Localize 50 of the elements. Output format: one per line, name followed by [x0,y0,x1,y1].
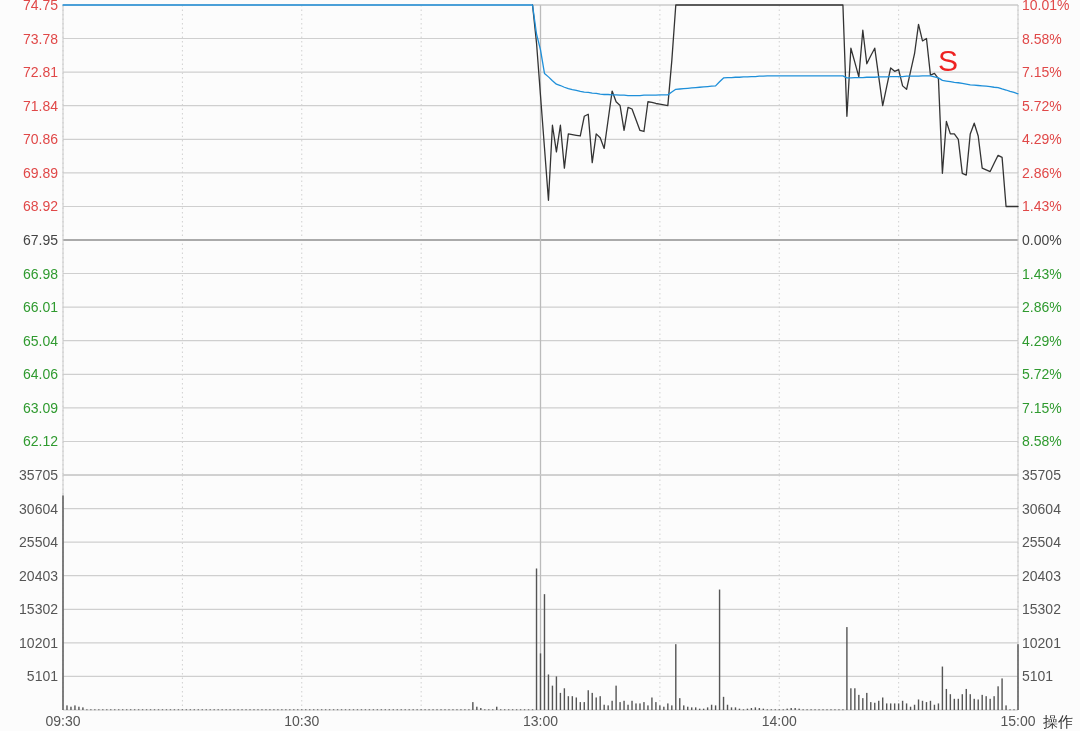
y2-tick-label: 35705 [1022,467,1062,483]
y-tick-label: 20403 [19,567,59,584]
y-tick-label: 70.86 [22,131,59,148]
y-tick-label: 25504 [19,534,59,551]
x-tick-label: 15:00 [1000,713,1036,729]
y2-tick-label: 4.29% [1022,131,1062,148]
y-tick-label: 66.01 [22,299,59,316]
y2-tick-label: 4.29% [1022,332,1062,349]
x-tick-label: 13:00 [522,713,559,729]
y-tick-label: 63.09 [22,399,59,416]
y-tick-label: 15302 [19,601,59,618]
y2-tick-label: 5.72% [1022,366,1062,383]
y-tick-label: 73.78 [22,30,59,47]
y2-tick-label: 8.58% [1022,433,1062,450]
y-tick-label: 69.89 [22,164,59,181]
y2-tick-label: 15302 [1022,601,1062,618]
y-tick-label: 68.92 [22,198,59,215]
y2-tick-label: 2.86% [1022,164,1062,181]
y-tick-label: 62.12 [22,433,59,450]
y2-tick-label: 2.86% [1022,299,1062,316]
y-tick-label: 67.95 [22,232,59,248]
y2-tick-label: 7.15% [1022,399,1062,416]
y2-tick-label: 25504 [1022,534,1062,551]
y2-tick-label: 0.00% [1022,232,1062,248]
y-tick-label: 72.81 [22,64,59,81]
y2-tick-label: 10201 [1022,634,1062,651]
y2-tick-label: 5101 [1022,668,1054,685]
x-tick-label: 10:30 [284,713,320,729]
y2-tick-label: 1.43% [1022,265,1062,282]
y2-tick-label: 20403 [1022,567,1062,584]
x-tick-label: 14:00 [761,713,797,729]
line-series [531,4,1019,208]
y2-tick-label: 5.72% [1022,97,1062,114]
y-tick-label: 64.06 [22,366,59,383]
y-tick-label: 35705 [19,467,59,483]
y2-tick-label: 8.58% [1022,30,1062,47]
y2-tick-label: 1.43% [1022,198,1062,215]
y2-tick-label: 30604 [1022,500,1062,517]
text: 操作 [1043,713,1073,730]
x-tick-label: 09:30 [45,713,81,729]
y-tick-label: 74.75 [22,0,59,13]
y-tick-label: 71.84 [22,97,59,114]
y-tick-label: 10201 [19,634,59,651]
y2-tick-label: 10.01% [1022,0,1070,13]
annotation: S [938,44,959,77]
y-tick-label: 5101 [26,668,59,685]
y-tick-label: 30604 [19,500,59,517]
y-tick-label: 66.98 [22,265,59,282]
y-tick-label: 65.04 [22,332,59,349]
y2-tick-label: 7.15% [1022,64,1062,81]
